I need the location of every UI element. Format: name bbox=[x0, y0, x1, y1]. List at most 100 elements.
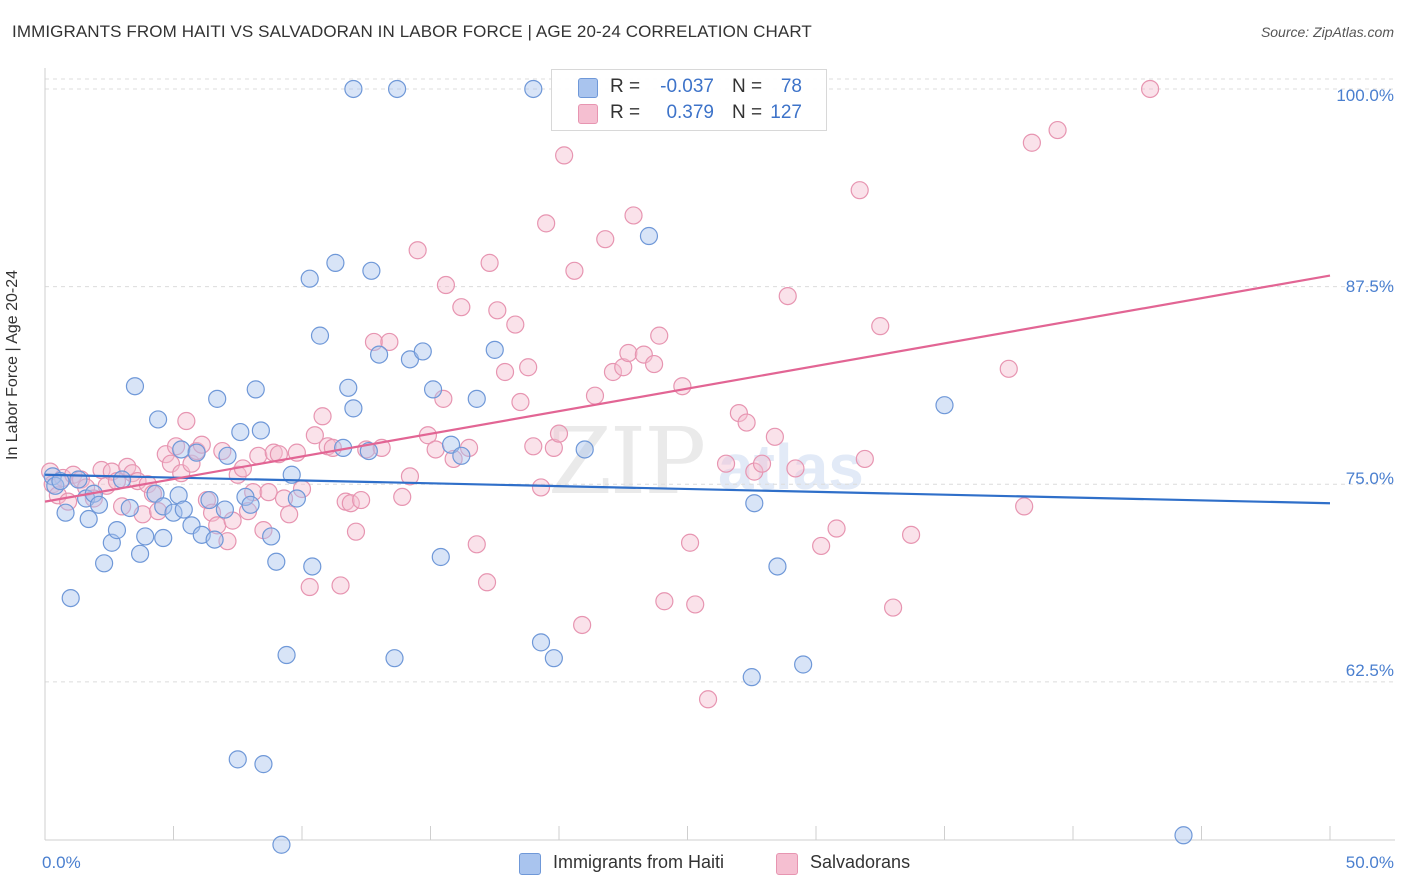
haiti-point bbox=[387, 79, 407, 99]
haiti-point bbox=[246, 380, 265, 399]
haiti-point bbox=[303, 557, 322, 576]
salvadorans-point bbox=[883, 598, 903, 617]
salvadorans-point bbox=[544, 438, 563, 457]
salvadorans-point bbox=[596, 230, 615, 249]
salvadorans-point bbox=[901, 525, 921, 544]
salvadorans-point bbox=[506, 315, 525, 334]
r-label: R = bbox=[610, 102, 641, 123]
haiti-point bbox=[362, 261, 381, 280]
salvadorans-swatch bbox=[578, 104, 598, 124]
grid-lines bbox=[45, 78, 1395, 683]
salvadorans-point bbox=[585, 386, 605, 405]
salvadorans-point bbox=[166, 437, 186, 456]
n-label: N = bbox=[732, 102, 763, 123]
haiti-point bbox=[51, 471, 70, 491]
r-value: 0.379 bbox=[666, 102, 714, 123]
haiti-point bbox=[169, 486, 188, 505]
haiti-point bbox=[120, 498, 139, 518]
haiti-point bbox=[205, 530, 224, 549]
salvadorans-point bbox=[573, 615, 592, 635]
haiti-point bbox=[136, 527, 155, 546]
haiti-point bbox=[215, 500, 234, 519]
salvadorans-point bbox=[280, 505, 299, 524]
salvadorans-point bbox=[871, 317, 890, 336]
haiti-point bbox=[79, 509, 98, 529]
haiti-point bbox=[452, 446, 471, 465]
haiti-point bbox=[254, 755, 273, 774]
haiti-point bbox=[467, 389, 486, 408]
salvadorans-point bbox=[855, 449, 874, 469]
haiti-point bbox=[218, 446, 237, 465]
haiti-point bbox=[339, 378, 358, 397]
haiti-point bbox=[69, 470, 88, 489]
salvadorans-point bbox=[408, 241, 427, 260]
salvadorans-point bbox=[400, 467, 420, 486]
haiti-points bbox=[43, 79, 1193, 854]
haiti-point bbox=[231, 422, 250, 442]
salvadorans-point bbox=[812, 536, 831, 556]
salvadorans-point bbox=[537, 214, 556, 233]
haiti-point bbox=[208, 389, 227, 408]
haiti-point bbox=[154, 528, 173, 548]
salvadorans-point bbox=[1022, 133, 1041, 152]
haiti-point bbox=[112, 470, 132, 489]
salvadorans-point bbox=[346, 522, 366, 541]
salvadorans-point bbox=[488, 301, 507, 320]
salvadorans-point bbox=[380, 332, 399, 352]
haiti-point bbox=[413, 342, 432, 361]
salvadorans-point bbox=[1048, 120, 1067, 140]
y-axis-label: In Labor Force | Age 20-24 bbox=[4, 269, 21, 460]
haiti-point bbox=[344, 399, 363, 418]
haiti-trend-line bbox=[44, 473, 1331, 505]
salvadorans-point bbox=[655, 592, 674, 611]
haiti-point bbox=[485, 340, 504, 359]
haiti-point bbox=[344, 79, 363, 99]
salvadorans-point bbox=[393, 487, 412, 506]
haiti-point bbox=[310, 326, 330, 345]
haiti-swatch bbox=[578, 78, 598, 98]
y-tick-label: 75.0% bbox=[1345, 469, 1394, 488]
haiti-point bbox=[164, 503, 183, 522]
haiti-point bbox=[524, 79, 543, 99]
salvadorans-point bbox=[765, 427, 784, 446]
haiti-point bbox=[639, 226, 659, 246]
salvadorans-point bbox=[300, 577, 319, 597]
salvadorans-point bbox=[549, 424, 569, 443]
salvadorans-point bbox=[331, 576, 350, 595]
source-label: Source: ZipAtlas.com bbox=[1260, 24, 1394, 40]
haiti-point bbox=[423, 380, 443, 399]
salvadorans-trend-line bbox=[44, 274, 1331, 503]
haiti-point bbox=[441, 435, 461, 454]
haiti-point bbox=[130, 544, 150, 563]
haiti-point bbox=[544, 649, 563, 668]
salvadorans-point bbox=[426, 440, 445, 459]
salvadorans-legend-swatch bbox=[776, 853, 798, 875]
n-value: 78 bbox=[780, 76, 802, 97]
haiti-point bbox=[262, 527, 281, 546]
salvadorans-point bbox=[673, 377, 692, 396]
salvadorans-point bbox=[436, 275, 456, 295]
haiti-point bbox=[935, 396, 954, 415]
haiti-point bbox=[187, 443, 206, 462]
haiti-point bbox=[300, 269, 319, 288]
salvadorans-point bbox=[269, 445, 288, 464]
salvadorans-point bbox=[698, 690, 718, 709]
salvadorans-point bbox=[452, 298, 471, 317]
salvadorans-point bbox=[259, 483, 278, 502]
salvadorans-point bbox=[650, 326, 669, 345]
trend-lines bbox=[44, 274, 1331, 505]
y-tick-label: 100.0% bbox=[1336, 86, 1394, 105]
salvadorans-point bbox=[850, 181, 869, 200]
haiti-point bbox=[56, 503, 75, 522]
salvadorans-point bbox=[752, 454, 772, 473]
salvadorans-point bbox=[729, 404, 749, 423]
haiti-point bbox=[277, 645, 296, 665]
haiti-point bbox=[241, 495, 260, 514]
haiti-point bbox=[531, 633, 551, 652]
salvadorans-point bbox=[624, 206, 643, 225]
haiti-point bbox=[385, 649, 404, 668]
salvadorans-point bbox=[477, 573, 497, 592]
haiti-point bbox=[154, 497, 173, 516]
haiti-point bbox=[431, 547, 450, 567]
salvadorans-point bbox=[614, 358, 633, 377]
